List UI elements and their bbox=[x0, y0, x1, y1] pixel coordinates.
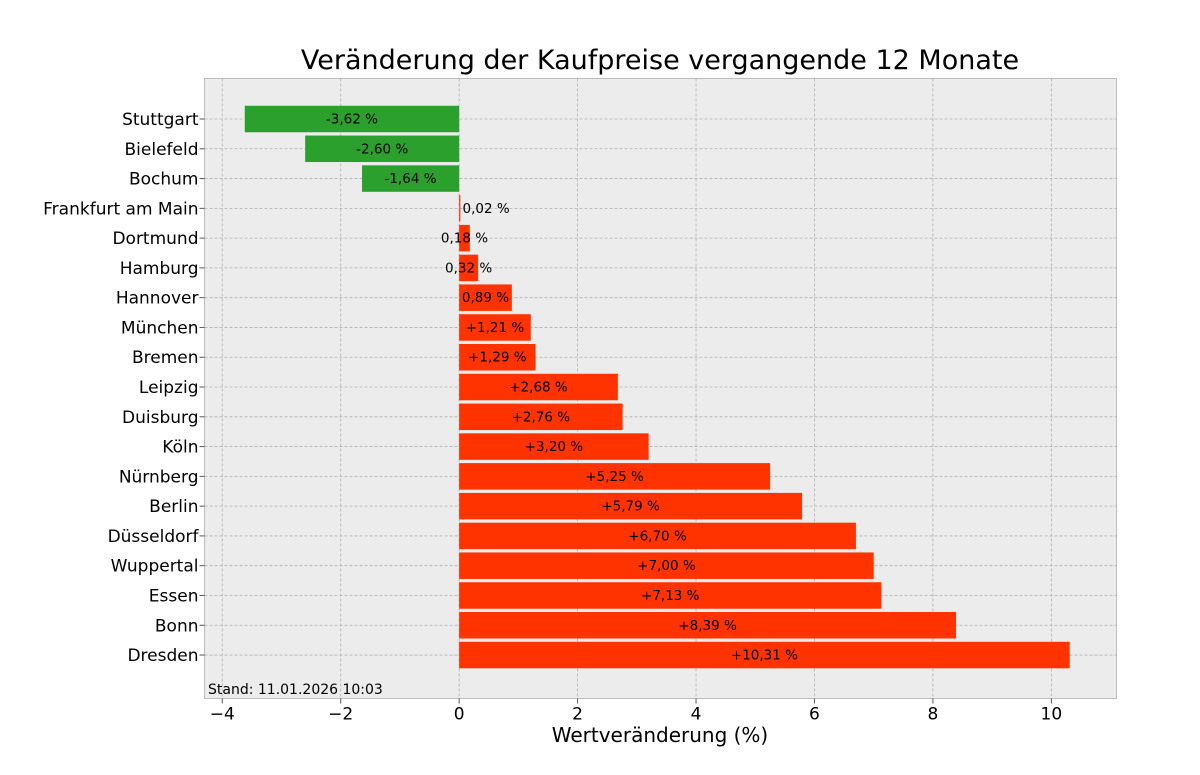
bar-frankfurt-am-main bbox=[459, 195, 461, 222]
bar-berlin bbox=[459, 492, 803, 520]
data-label: -2,60 % bbox=[356, 141, 408, 157]
category-label: München bbox=[121, 318, 199, 338]
data-label: +7,13 % bbox=[641, 588, 700, 604]
category-label: Stuttgart bbox=[122, 110, 199, 130]
x-tick-label: 8 bbox=[928, 705, 939, 725]
bar-dortmund bbox=[459, 224, 470, 252]
chart-title: Veränderung der Kaufpreise vergangende 1… bbox=[301, 45, 1019, 76]
x-axis-label: Wertveränderung (%) bbox=[552, 723, 769, 747]
x-tick-label: 6 bbox=[809, 705, 820, 725]
category-label: Düsseldorf bbox=[108, 527, 200, 547]
category-label: Leipzig bbox=[139, 378, 199, 398]
x-tick-label: 2 bbox=[572, 705, 583, 725]
data-label: 0,18 % bbox=[441, 231, 488, 247]
y-axis: Stuttgart Bielefeld Bochum Frankfurt am Mai… bbox=[43, 110, 205, 666]
grid-lines bbox=[204, 78, 1117, 699]
category-label: Bonn bbox=[155, 616, 199, 636]
data-label: 0,02 % bbox=[463, 201, 510, 217]
bar-duisburg bbox=[459, 403, 623, 431]
data-label: +10,31 % bbox=[731, 648, 798, 664]
category-label: Nürnberg bbox=[119, 467, 199, 487]
bar-münchen bbox=[459, 314, 531, 341]
bar-düsseldorf bbox=[459, 522, 856, 550]
category-label: Frankfurt am Main bbox=[43, 199, 198, 219]
x-tick-label: 0 bbox=[454, 705, 465, 725]
bar-hamburg bbox=[459, 254, 479, 282]
bar-bonn bbox=[459, 612, 957, 639]
category-label: Dortmund bbox=[112, 229, 198, 249]
x-tick-label: −4 bbox=[210, 705, 235, 725]
bar-wuppertal bbox=[459, 552, 874, 579]
category-label: Köln bbox=[162, 438, 198, 458]
category-label: Berlin bbox=[149, 497, 198, 517]
data-label: -1,64 % bbox=[385, 171, 437, 187]
data-labels: -3,62 % -2,60 % -1,64 % 0,02 % 0,18 % 0,32 % 0… bbox=[326, 112, 798, 664]
bar-bremen bbox=[459, 343, 536, 371]
bar-bochum bbox=[362, 165, 460, 192]
bar-nürnberg bbox=[459, 463, 771, 490]
category-label: Bochum bbox=[129, 170, 199, 190]
category-label: Essen bbox=[149, 586, 199, 606]
data-label: +3,20 % bbox=[525, 439, 584, 455]
bars bbox=[244, 105, 1070, 669]
timestamp-annotation: Stand: 11.01.2026 10:03 bbox=[208, 682, 383, 698]
data-label: +8,39 % bbox=[678, 618, 737, 634]
bar-bielefeld bbox=[305, 135, 460, 163]
bar-essen bbox=[459, 582, 882, 609]
bar-dresden bbox=[459, 641, 1070, 669]
data-label: +1,21 % bbox=[466, 320, 525, 336]
data-label: 0,32 % bbox=[445, 260, 492, 276]
data-label: +7,00 % bbox=[637, 558, 696, 574]
data-label: 0,89 % bbox=[462, 290, 509, 306]
bar-leipzig bbox=[459, 373, 618, 401]
bar-stuttgart bbox=[244, 105, 460, 133]
data-label: +2,68 % bbox=[509, 380, 568, 396]
category-label: Wuppertal bbox=[111, 557, 199, 577]
data-label: +5,25 % bbox=[585, 469, 644, 485]
bar-hannover bbox=[459, 284, 512, 311]
data-label: -3,62 % bbox=[326, 112, 378, 128]
data-label: +1,29 % bbox=[468, 350, 527, 366]
x-tick-label: −2 bbox=[328, 705, 353, 725]
data-label: +2,76 % bbox=[512, 409, 571, 425]
data-label: +5,79 % bbox=[601, 499, 660, 515]
x-axis: −4 −2 0 2 4 6 8 10 bbox=[210, 698, 1063, 725]
category-label: Duisburg bbox=[122, 408, 199, 428]
bar-köln bbox=[459, 433, 649, 460]
category-label: Hamburg bbox=[120, 259, 199, 279]
category-label: Dresden bbox=[127, 646, 198, 666]
category-label: Bielefeld bbox=[125, 140, 199, 160]
category-label: Hannover bbox=[116, 289, 199, 309]
data-label: +6,70 % bbox=[628, 528, 687, 544]
x-tick-label: 10 bbox=[1041, 705, 1063, 725]
x-tick-label: 4 bbox=[691, 705, 702, 725]
category-label: Bremen bbox=[132, 348, 199, 368]
